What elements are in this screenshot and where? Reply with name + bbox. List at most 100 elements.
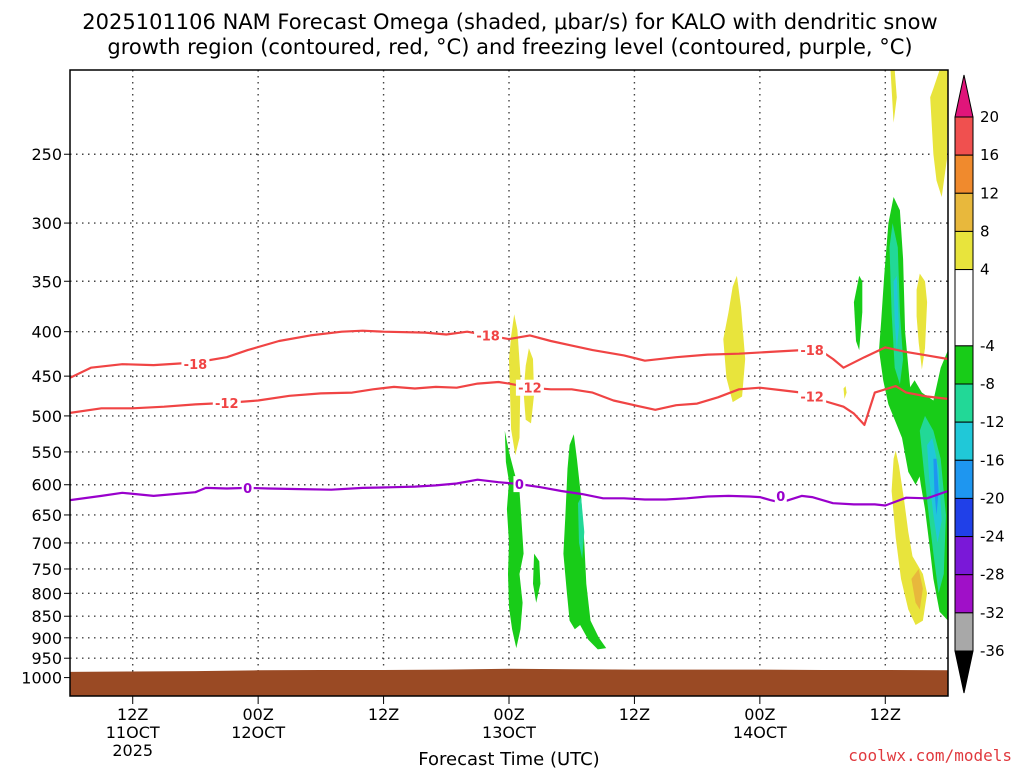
colorbar-label-16: 16 — [980, 146, 999, 164]
y-tick-label-900: 900 — [31, 629, 62, 648]
omega-region-8 — [843, 386, 847, 399]
colorbar-bin-9 — [954, 459, 974, 499]
y-tick-label-300: 300 — [31, 214, 62, 233]
omega-region-7 — [911, 569, 923, 610]
x-tick-label-6-0: 12Z — [870, 705, 901, 724]
omega-region-13 — [533, 553, 541, 603]
x-tick-label-4-0: 12Z — [619, 705, 650, 724]
contour-label-bg-2-1 — [513, 476, 526, 493]
x-tick-label-1-0: 00Z — [242, 705, 273, 724]
x-tick-label-3-0: 00Z — [493, 705, 524, 724]
omega-shading — [504, 70, 948, 650]
omega-region-14 — [563, 434, 607, 650]
colorbar-label--12: -12 — [980, 413, 1005, 431]
y-tick-label-850: 850 — [31, 607, 62, 626]
colorbar-bin-11 — [954, 536, 974, 576]
y-tick-label-500: 500 — [31, 407, 62, 426]
y-tick-label-950: 950 — [31, 649, 62, 668]
y-tick-label-800: 800 — [31, 584, 62, 603]
x-tick-label-1-1: 12OCT — [231, 723, 285, 742]
terrain-fill — [70, 668, 948, 696]
x-tick-label-2-0: 12Z — [368, 705, 399, 724]
omega-region-1 — [890, 70, 897, 123]
contour-label-bg-0-1 — [474, 327, 503, 344]
omega-region-3 — [916, 273, 928, 370]
colorbar-bin-14 — [954, 650, 974, 694]
site-credit: coolwx.com/models — [848, 746, 1012, 765]
colorbar-bin-13 — [954, 612, 974, 652]
colorbar-label-20: 20 — [980, 108, 999, 126]
x-tick-label-3-1: 13OCT — [482, 723, 536, 742]
y-tick-label-250: 250 — [31, 145, 62, 164]
x-axis-title: Forecast Time (UTC) — [418, 749, 599, 768]
colorbar-label-4: 4 — [980, 261, 990, 279]
x-tick-label-0-1: 11OCT — [106, 723, 160, 742]
colorbar-bin-0 — [954, 74, 974, 118]
colorbar-bin-3 — [954, 192, 974, 232]
colorbar-label--32: -32 — [980, 604, 1005, 622]
title-line-1: 2025101106 NAM Forecast Omega (shaded, μ… — [82, 10, 937, 34]
x-tick-label-5-0: 00Z — [744, 705, 775, 724]
contour-label-0-1: -18 — [476, 329, 500, 344]
contour-label-2-0: 0 — [243, 482, 252, 497]
colorbar-label--16: -16 — [980, 451, 1005, 469]
contour-label-0-2: -18 — [800, 344, 824, 359]
contour-label-2-2: 0 — [776, 490, 785, 505]
colorbar-bin-4 — [954, 230, 974, 271]
contour-label-bg-0-0 — [181, 356, 210, 373]
colorbar-label--20: -20 — [980, 489, 1005, 507]
colorbar-bin-6 — [954, 345, 974, 385]
colorbar-bin-1 — [954, 116, 974, 156]
colorbar-bin-10 — [954, 497, 974, 538]
contour-label-1-2: -12 — [800, 391, 824, 406]
x-tick-label-5-1: 14OCT — [733, 723, 787, 742]
contour-label-0-0: -18 — [184, 358, 208, 373]
contour-label-bg-2-0 — [241, 479, 254, 496]
colorbar-bin-7 — [954, 383, 974, 423]
colorbar-label-8: 8 — [980, 222, 990, 240]
y-tick-label-700: 700 — [31, 534, 62, 553]
colorbar-label--24: -24 — [980, 528, 1005, 546]
colorbar-label-12: 12 — [980, 184, 999, 202]
contour-label-bg-1-1 — [515, 379, 544, 396]
omega-region-12 — [504, 430, 524, 649]
contour-line-1 — [70, 380, 948, 426]
y-tick-label-650: 650 — [31, 506, 62, 525]
terrain — [70, 668, 948, 696]
title-line-2: growth region (contoured, red, °C) and f… — [107, 35, 912, 59]
contour-label-1-1: -12 — [518, 382, 542, 397]
y-tick-label-350: 350 — [31, 272, 62, 291]
x-tick-label-0-0: 12Z — [117, 705, 148, 724]
colorbar-bin-5 — [954, 269, 974, 347]
colorbar-bin-8 — [954, 421, 974, 461]
plot-area: -18 -18 -18 -12 -12 -12 0 0 0 — [70, 70, 948, 696]
chart-title: 2025101106 NAM Forecast Omega (shaded, μ… — [82, 10, 937, 59]
contour-label-bg-1-0 — [212, 394, 241, 411]
contour-label-2-1: 0 — [515, 478, 524, 493]
colorbar-label--4: -4 — [980, 337, 995, 355]
colorbar-bin-2 — [954, 154, 974, 194]
contour-label-bg-0-2 — [798, 342, 827, 359]
omega-region-19 — [933, 458, 939, 515]
y-tick-label-550: 550 — [31, 443, 62, 462]
contours: -18 -18 -18 -12 -12 -12 0 0 0 — [70, 327, 948, 507]
omega-region-20 — [578, 497, 585, 559]
omega-region-11 — [853, 275, 863, 351]
y-tick-label-1000: 1000 — [21, 669, 62, 688]
colorbar-label--36: -36 — [980, 642, 1005, 660]
contour-line-0 — [70, 329, 948, 379]
omega-region-16 — [893, 275, 899, 351]
y-tick-label-450: 450 — [31, 367, 62, 386]
omega-region-2 — [723, 275, 746, 403]
colorbar: 20 16 12 8 4 -4 -8 -12 -16 -20 -24 -28 -32 -36 — [954, 74, 1005, 694]
y-tick-label-600: 600 — [31, 476, 62, 495]
colorbar-label--28: -28 — [980, 566, 1005, 584]
x-tick-label-0-2: 2025 — [112, 741, 153, 760]
y-tick-label-400: 400 — [31, 323, 62, 342]
y-tick-label-750: 750 — [31, 560, 62, 579]
contour-label-1-0: -12 — [215, 397, 239, 412]
contour-label-bg-1-2 — [798, 388, 827, 405]
